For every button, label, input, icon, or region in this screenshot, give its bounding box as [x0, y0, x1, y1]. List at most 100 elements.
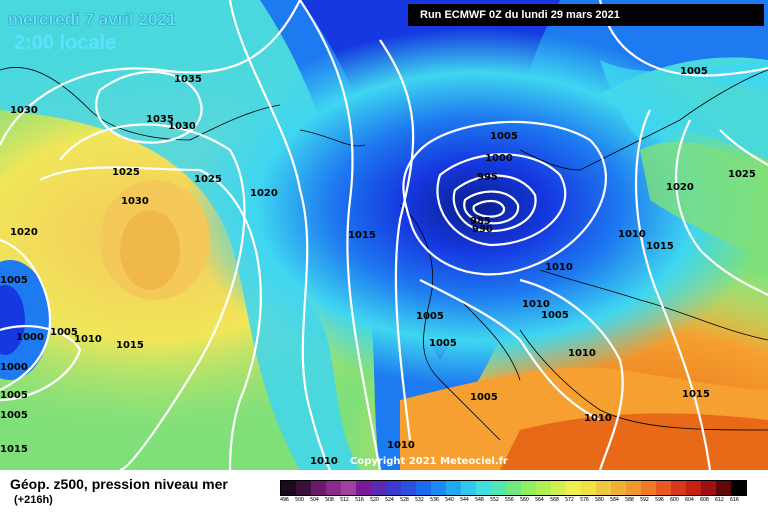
scale-label: 616: [730, 497, 739, 503]
isobar-990: [463, 190, 520, 225]
color-scale-labels: 496 500 504 508 512 516 520 524 528 532 536 540 544 5…: [280, 497, 745, 503]
scale-swatch: [521, 481, 536, 495]
scale-label: 532: [415, 497, 424, 503]
pressure-label: 985: [470, 216, 491, 227]
scale-label: 496: [280, 497, 289, 503]
pressure-label: 990: [472, 224, 493, 235]
scale-swatch: [431, 481, 446, 495]
east-green: [640, 141, 768, 260]
scale-label: 564: [535, 497, 544, 503]
scale-swatch: [311, 481, 326, 495]
scale-swatch: [551, 481, 566, 495]
scale-swatch: [446, 481, 461, 495]
scale-label: 544: [460, 497, 469, 503]
pressure-label: 1015: [0, 444, 28, 455]
isobar-985: [472, 199, 506, 218]
scale-label: 508: [325, 497, 334, 503]
pressure-label: 1030: [168, 121, 196, 132]
scale-label: 552: [490, 497, 499, 503]
scale-label: 540: [445, 497, 454, 503]
scale-label: 576: [580, 497, 589, 503]
isobar-1020-east: [674, 119, 768, 296]
pressure-label: 1020: [250, 188, 278, 199]
scale-swatch: [596, 481, 611, 495]
scale-label: 612: [715, 497, 724, 503]
scale-swatch: [386, 481, 401, 495]
pressure-label: 1035: [174, 74, 202, 85]
pressure-label: 1010: [618, 229, 646, 240]
pressure-label: 1005: [0, 275, 28, 286]
isobar-1020: [228, 0, 331, 470]
isobar-1015-east: [634, 109, 712, 470]
forecast-time: 2:00 locale: [14, 32, 117, 54]
pressure-label: 1015: [116, 340, 144, 351]
scale-swatch: [701, 481, 716, 495]
scale-swatch: [326, 481, 341, 495]
scale-swatch: [491, 481, 506, 495]
legend-footer: Géop. z500, pression niveau mer (+216h) …: [0, 470, 768, 512]
pressure-label: 1025: [728, 169, 756, 180]
scale-label: 528: [400, 497, 409, 503]
uk-coast: [399, 204, 501, 441]
pressure-label: 1030: [10, 105, 38, 116]
south-deep-orange: [500, 413, 768, 470]
scale-label: 572: [565, 497, 574, 503]
pressure-label: 995: [477, 172, 498, 183]
pressure-label: 1000: [16, 332, 44, 343]
scale-label: 504: [310, 497, 319, 503]
pressure-label: 1010: [522, 299, 550, 310]
pressure-label: 1010: [310, 456, 338, 467]
scale-swatch: [476, 481, 491, 495]
pressure-label: 1005: [470, 392, 498, 403]
pressure-label: 1030: [121, 196, 149, 207]
scale-label: 520: [370, 497, 379, 503]
map-canvas: 1030 1035 1035 1030 1025 1025 1030 1020 …: [0, 0, 768, 470]
pressure-label: 1010: [545, 262, 573, 273]
isobar-1020-west: [0, 238, 52, 391]
scale-swatch: [371, 481, 386, 495]
scale-label: 604: [685, 497, 694, 503]
isobar-1005-south: [419, 279, 601, 421]
pressure-label: 1020: [666, 182, 694, 193]
scale-label: 516: [355, 497, 364, 503]
pressure-label: 1005: [490, 131, 518, 142]
forecast-date: mercredi 7 avril 2021: [8, 10, 177, 29]
greenland-coast: [0, 67, 281, 141]
isobar-1030: [59, 123, 246, 470]
scale-label: 500: [295, 497, 304, 503]
isobar-1035: [95, 70, 203, 144]
pressure-label: 1010: [74, 334, 102, 345]
scale-label: 588: [625, 497, 634, 503]
pressure-label: 1005: [416, 311, 444, 322]
scale-swatch: [656, 481, 671, 495]
west-low-core: [0, 285, 25, 355]
continent-border: [539, 269, 768, 341]
scale-swatch: [341, 481, 356, 495]
forecast-lead-time: (+216h): [14, 494, 53, 506]
scale-swatch: [611, 481, 626, 495]
high-center: [120, 210, 180, 290]
isobar-1005: [402, 120, 607, 276]
pressure-label: 1005: [680, 66, 708, 77]
scale-label: 512: [340, 497, 349, 503]
scale-swatch: [581, 481, 596, 495]
pressure-label: 1005: [50, 327, 78, 338]
scale-label: 596: [655, 497, 664, 503]
scale-label: 556: [505, 497, 514, 503]
scandinavia-coast: [519, 69, 768, 171]
scale-label: 608: [700, 497, 709, 503]
forecast-map: 1030 1035 1035 1030 1025 1025 1030 1020 …: [0, 0, 768, 470]
pressure-label: 1020: [10, 227, 38, 238]
pressure-label: 1005: [541, 310, 569, 321]
scale-label: 600: [670, 497, 679, 503]
pressure-label: 1005: [0, 390, 28, 401]
model-run-banner: Run ECMWF 0Z du lundi 29 mars 2021: [408, 4, 764, 26]
scale-label: 524: [385, 497, 394, 503]
legend-title: Géop. z500, pression niveau mer: [10, 476, 228, 492]
scale-label: 568: [550, 497, 559, 503]
pressure-label: 1015: [646, 241, 674, 252]
scale-swatch: [686, 481, 701, 495]
scale-swatch: [356, 481, 371, 495]
isobar-1015: [299, 0, 382, 470]
scale-swatch: [296, 481, 311, 495]
